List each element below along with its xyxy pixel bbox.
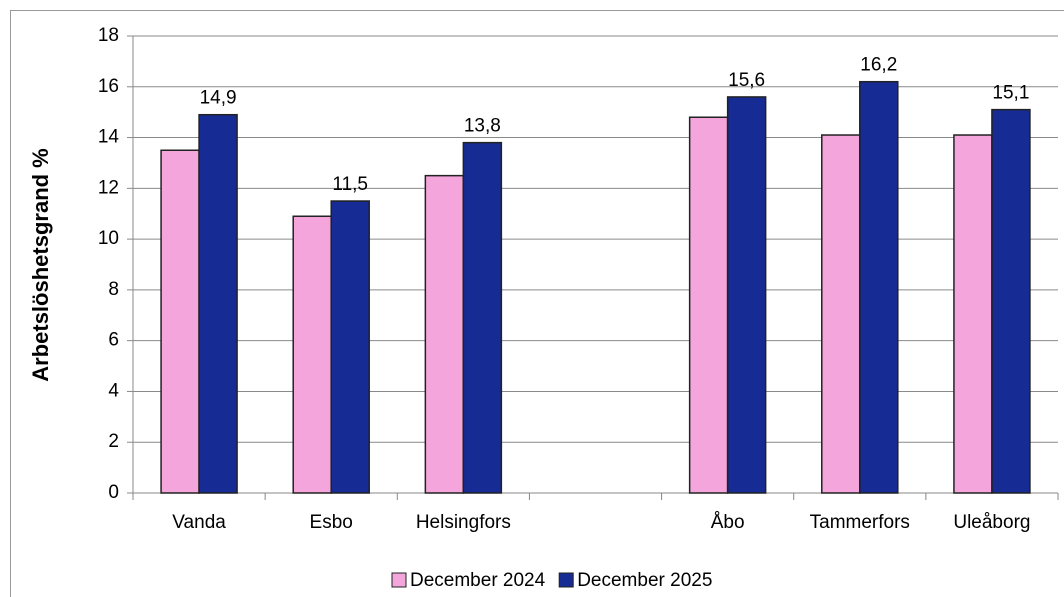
bar — [953, 134, 993, 494]
x-tick-label: Uleåborg — [953, 512, 1030, 533]
y-tick-label: 0 — [108, 482, 119, 503]
data-label: 13,8 — [464, 116, 501, 137]
data-label: 16,2 — [860, 55, 897, 76]
frame — [10, 10, 1064, 597]
data-label: 15,6 — [728, 70, 765, 91]
bar — [726, 96, 767, 494]
x-tick-label: Esbo — [310, 512, 353, 533]
bar — [198, 113, 238, 494]
y-axis-label: Arbetslöshetsgrand % — [28, 148, 53, 382]
data-label: 14,9 — [200, 88, 237, 109]
bar — [859, 80, 899, 494]
y-tick-label: 2 — [108, 431, 119, 452]
y-tick-label: 4 — [108, 380, 119, 401]
bar — [160, 149, 200, 494]
bar — [424, 174, 465, 494]
bar — [991, 108, 1031, 494]
data-label: 15,1 — [992, 83, 1029, 104]
x-tick-label: Tammerfors — [810, 512, 910, 533]
x-tick-label: Helsingfors — [416, 512, 511, 533]
legend-swatch — [391, 572, 407, 588]
y-tick-label: 18 — [98, 25, 119, 46]
x-tick-label: Vanda — [172, 512, 226, 533]
data-label: 11,5 — [332, 174, 368, 195]
bar — [292, 215, 332, 494]
bar — [462, 141, 503, 494]
legend-label: December 2025 — [577, 570, 712, 591]
legend-label: December 2024 — [410, 570, 546, 591]
legend-swatch — [558, 572, 574, 588]
bar — [330, 200, 370, 494]
y-tick-label: 16 — [98, 76, 119, 97]
bar — [688, 116, 729, 494]
y-tick-label: 14 — [98, 127, 120, 148]
x-tick-label: Åbo — [711, 512, 745, 533]
y-tick-label: 10 — [98, 228, 119, 249]
y-tick-label: 8 — [108, 279, 119, 300]
y-tick-label: 12 — [98, 177, 119, 198]
y-tick-label: 6 — [108, 330, 119, 351]
bar — [821, 134, 861, 494]
